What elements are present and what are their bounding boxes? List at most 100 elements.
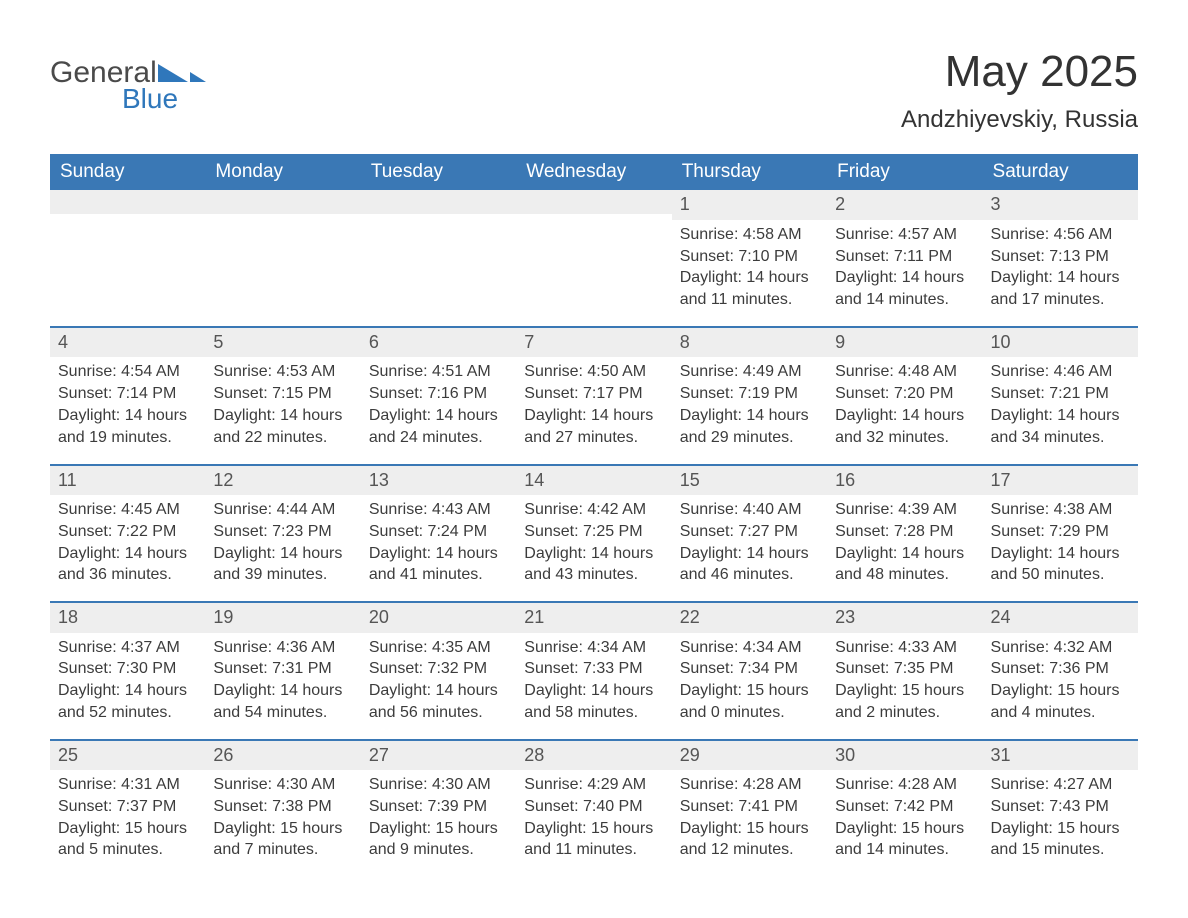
day-sunset: Sunset: 7:38 PM [213,797,352,818]
day-number: 15 [672,466,827,495]
calendar-day: 18Sunrise: 4:37 AMSunset: 7:30 PMDayligh… [50,603,205,739]
weekday-mon: Monday [205,154,360,190]
day-sunrise: Sunrise: 4:54 AM [58,362,197,383]
day-dl1: Daylight: 15 hours [58,819,197,840]
day-details: Sunrise: 4:34 AMSunset: 7:33 PMDaylight:… [516,633,671,739]
day-dl2: and 9 minutes. [369,840,508,861]
day-dl2: and 5 minutes. [58,840,197,861]
day-sunrise: Sunrise: 4:36 AM [213,638,352,659]
day-sunrise: Sunrise: 4:58 AM [680,225,819,246]
day-dl1: Daylight: 14 hours [58,544,197,565]
day-dl1: Daylight: 14 hours [680,268,819,289]
calendar-day: 17Sunrise: 4:38 AMSunset: 7:29 PMDayligh… [983,466,1138,602]
weekday-fri: Friday [827,154,982,190]
day-sunset: Sunset: 7:28 PM [835,522,974,543]
day-dl1: Daylight: 14 hours [991,268,1130,289]
day-details: Sunrise: 4:33 AMSunset: 7:35 PMDaylight:… [827,633,982,739]
day-details: Sunrise: 4:46 AMSunset: 7:21 PMDaylight:… [983,357,1138,463]
day-details: Sunrise: 4:28 AMSunset: 7:41 PMDaylight:… [672,770,827,876]
day-sunset: Sunset: 7:35 PM [835,659,974,680]
day-dl1: Daylight: 15 hours [680,681,819,702]
day-dl2: and 15 minutes. [991,840,1130,861]
calendar-day: 8Sunrise: 4:49 AMSunset: 7:19 PMDaylight… [672,328,827,464]
day-dl2: and 4 minutes. [991,703,1130,724]
day-details: Sunrise: 4:50 AMSunset: 7:17 PMDaylight:… [516,357,671,463]
day-sunrise: Sunrise: 4:45 AM [58,500,197,521]
day-number: 18 [50,603,205,632]
day-number [50,190,205,214]
day-details [50,214,205,232]
day-sunset: Sunset: 7:27 PM [680,522,819,543]
day-details: Sunrise: 4:51 AMSunset: 7:16 PMDaylight:… [361,357,516,463]
day-sunrise: Sunrise: 4:27 AM [991,775,1130,796]
day-sunset: Sunset: 7:29 PM [991,522,1130,543]
day-dl2: and 24 minutes. [369,428,508,449]
day-sunset: Sunset: 7:20 PM [835,384,974,405]
day-sunset: Sunset: 7:21 PM [991,384,1130,405]
calendar-day: 29Sunrise: 4:28 AMSunset: 7:41 PMDayligh… [672,741,827,877]
day-details: Sunrise: 4:40 AMSunset: 7:27 PMDaylight:… [672,495,827,601]
location-subtitle: Andzhiyevskiy, Russia [901,106,1138,134]
day-dl2: and 46 minutes. [680,565,819,586]
day-sunset: Sunset: 7:42 PM [835,797,974,818]
day-sunrise: Sunrise: 4:33 AM [835,638,974,659]
day-number: 28 [516,741,671,770]
day-number: 26 [205,741,360,770]
day-dl1: Daylight: 14 hours [680,406,819,427]
day-sunrise: Sunrise: 4:28 AM [835,775,974,796]
day-details: Sunrise: 4:31 AMSunset: 7:37 PMDaylight:… [50,770,205,876]
calendar-day: 5Sunrise: 4:53 AMSunset: 7:15 PMDaylight… [205,328,360,464]
calendar-day: 20Sunrise: 4:35 AMSunset: 7:32 PMDayligh… [361,603,516,739]
day-number: 17 [983,466,1138,495]
calendar-day: 3Sunrise: 4:56 AMSunset: 7:13 PMDaylight… [983,190,1138,326]
day-details: Sunrise: 4:34 AMSunset: 7:34 PMDaylight:… [672,633,827,739]
day-details [516,214,671,232]
day-dl1: Daylight: 15 hours [213,819,352,840]
day-details [205,214,360,232]
day-number: 6 [361,328,516,357]
calendar-day: 15Sunrise: 4:40 AMSunset: 7:27 PMDayligh… [672,466,827,602]
weekday-sat: Saturday [983,154,1138,190]
day-number: 23 [827,603,982,632]
day-details: Sunrise: 4:27 AMSunset: 7:43 PMDaylight:… [983,770,1138,876]
day-details: Sunrise: 4:28 AMSunset: 7:42 PMDaylight:… [827,770,982,876]
day-number: 8 [672,328,827,357]
calendar-day: 6Sunrise: 4:51 AMSunset: 7:16 PMDaylight… [361,328,516,464]
weekday-tue: Tuesday [361,154,516,190]
day-sunset: Sunset: 7:41 PM [680,797,819,818]
day-dl1: Daylight: 15 hours [991,681,1130,702]
day-dl1: Daylight: 15 hours [680,819,819,840]
day-details: Sunrise: 4:58 AMSunset: 7:10 PMDaylight:… [672,220,827,326]
day-sunrise: Sunrise: 4:43 AM [369,500,508,521]
day-sunrise: Sunrise: 4:44 AM [213,500,352,521]
day-dl1: Daylight: 14 hours [369,681,508,702]
day-details: Sunrise: 4:38 AMSunset: 7:29 PMDaylight:… [983,495,1138,601]
day-dl1: Daylight: 14 hours [835,268,974,289]
day-sunrise: Sunrise: 4:57 AM [835,225,974,246]
day-dl2: and 11 minutes. [524,840,663,861]
day-sunrise: Sunrise: 4:56 AM [991,225,1130,246]
day-number: 5 [205,328,360,357]
day-dl1: Daylight: 15 hours [991,819,1130,840]
day-sunrise: Sunrise: 4:53 AM [213,362,352,383]
weekday-sun: Sunday [50,154,205,190]
day-sunrise: Sunrise: 4:42 AM [524,500,663,521]
day-number: 13 [361,466,516,495]
day-number: 30 [827,741,982,770]
day-dl2: and 29 minutes. [680,428,819,449]
calendar-day: 2Sunrise: 4:57 AMSunset: 7:11 PMDaylight… [827,190,982,326]
day-dl2: and 22 minutes. [213,428,352,449]
calendar-day: 31Sunrise: 4:27 AMSunset: 7:43 PMDayligh… [983,741,1138,877]
calendar-day [205,190,360,326]
calendar-day: 27Sunrise: 4:30 AMSunset: 7:39 PMDayligh… [361,741,516,877]
day-sunrise: Sunrise: 4:50 AM [524,362,663,383]
day-sunset: Sunset: 7:15 PM [213,384,352,405]
day-number: 1 [672,190,827,219]
calendar-day: 24Sunrise: 4:32 AMSunset: 7:36 PMDayligh… [983,603,1138,739]
day-details: Sunrise: 4:37 AMSunset: 7:30 PMDaylight:… [50,633,205,739]
generalblue-logo-icon: General Blue [50,54,210,118]
day-sunrise: Sunrise: 4:29 AM [524,775,663,796]
day-number: 9 [827,328,982,357]
calendar-day: 30Sunrise: 4:28 AMSunset: 7:42 PMDayligh… [827,741,982,877]
day-sunset: Sunset: 7:22 PM [58,522,197,543]
